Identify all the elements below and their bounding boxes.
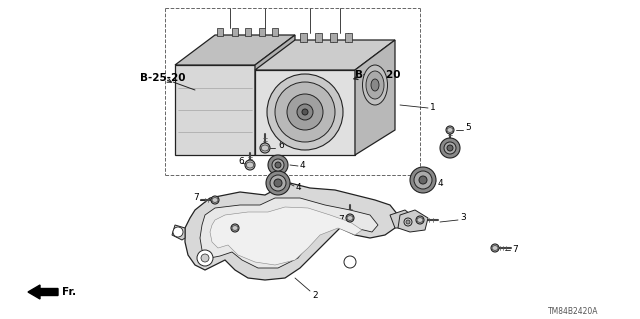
Bar bbox=[345, 33, 352, 42]
Text: 6: 6 bbox=[238, 158, 244, 167]
Polygon shape bbox=[172, 225, 185, 240]
Circle shape bbox=[444, 142, 456, 154]
Text: B-25-20: B-25-20 bbox=[355, 70, 401, 80]
Circle shape bbox=[287, 94, 323, 130]
Text: 7: 7 bbox=[338, 216, 344, 225]
Bar bbox=[259, 28, 265, 36]
Ellipse shape bbox=[371, 79, 379, 91]
Circle shape bbox=[406, 220, 410, 224]
Polygon shape bbox=[210, 207, 362, 265]
Circle shape bbox=[268, 155, 288, 175]
Polygon shape bbox=[398, 210, 428, 232]
Bar bbox=[315, 33, 322, 42]
Circle shape bbox=[267, 74, 343, 150]
Circle shape bbox=[260, 143, 270, 153]
Circle shape bbox=[211, 196, 219, 204]
FancyArrow shape bbox=[28, 285, 58, 299]
Circle shape bbox=[275, 82, 335, 142]
Circle shape bbox=[440, 138, 460, 158]
Text: 5: 5 bbox=[465, 123, 471, 132]
Text: 7: 7 bbox=[512, 246, 518, 255]
Text: 1: 1 bbox=[430, 103, 436, 113]
Polygon shape bbox=[255, 35, 295, 155]
Polygon shape bbox=[200, 198, 378, 268]
Circle shape bbox=[266, 171, 290, 195]
Circle shape bbox=[414, 171, 432, 189]
Circle shape bbox=[491, 244, 499, 252]
Circle shape bbox=[274, 179, 282, 187]
Ellipse shape bbox=[362, 65, 387, 105]
Polygon shape bbox=[390, 210, 415, 228]
Text: 7: 7 bbox=[215, 224, 221, 233]
Bar bbox=[330, 33, 337, 42]
Text: 3: 3 bbox=[460, 213, 466, 222]
Circle shape bbox=[272, 159, 284, 171]
Text: 4: 4 bbox=[438, 179, 444, 188]
Circle shape bbox=[410, 167, 436, 193]
Circle shape bbox=[416, 216, 424, 224]
Circle shape bbox=[346, 214, 354, 222]
Circle shape bbox=[302, 109, 308, 115]
Text: 2: 2 bbox=[312, 291, 317, 300]
Text: Fr.: Fr. bbox=[62, 287, 76, 297]
Text: 7: 7 bbox=[193, 194, 199, 203]
Bar bbox=[232, 28, 238, 36]
Circle shape bbox=[201, 254, 209, 262]
Bar bbox=[245, 28, 251, 36]
Circle shape bbox=[275, 162, 281, 168]
Circle shape bbox=[344, 256, 356, 268]
Polygon shape bbox=[175, 35, 295, 65]
Circle shape bbox=[447, 145, 453, 151]
Circle shape bbox=[231, 224, 239, 232]
Circle shape bbox=[446, 126, 454, 134]
Polygon shape bbox=[175, 65, 255, 155]
Circle shape bbox=[404, 218, 412, 226]
Circle shape bbox=[297, 104, 313, 120]
Circle shape bbox=[173, 227, 183, 237]
Circle shape bbox=[245, 160, 255, 170]
Polygon shape bbox=[255, 70, 355, 155]
Circle shape bbox=[270, 175, 286, 191]
Circle shape bbox=[419, 176, 427, 184]
Polygon shape bbox=[355, 40, 395, 155]
Bar bbox=[300, 33, 307, 42]
Text: 4: 4 bbox=[300, 160, 306, 169]
Polygon shape bbox=[255, 40, 395, 70]
Bar bbox=[217, 28, 223, 36]
Circle shape bbox=[197, 250, 213, 266]
Text: TM84B2420A: TM84B2420A bbox=[548, 308, 598, 316]
Text: 6: 6 bbox=[278, 140, 284, 150]
Polygon shape bbox=[185, 183, 398, 280]
Ellipse shape bbox=[366, 71, 384, 99]
Bar bbox=[272, 28, 278, 36]
Text: B-25-20: B-25-20 bbox=[140, 73, 186, 83]
Text: 4: 4 bbox=[296, 183, 301, 192]
